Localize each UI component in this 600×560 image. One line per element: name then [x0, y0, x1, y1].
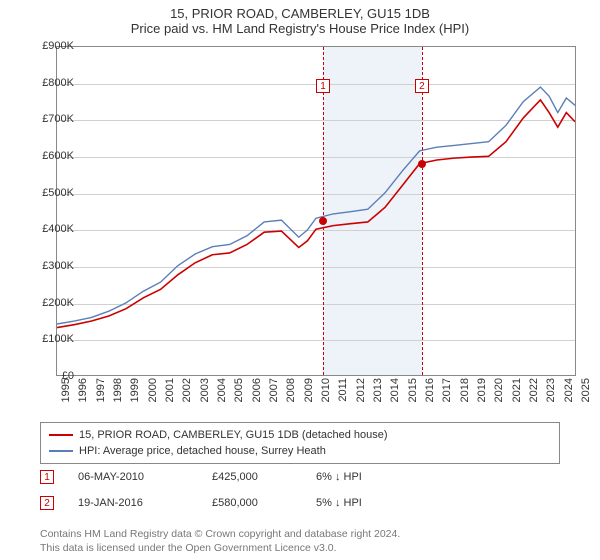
x-axis-label: 2001 [164, 378, 176, 418]
x-axis-label: 2003 [199, 378, 211, 418]
x-axis-label: 1995 [60, 378, 72, 418]
x-axis-label: 2024 [563, 378, 575, 418]
x-axis-label: 2009 [303, 378, 315, 418]
event-marker: 1 [316, 79, 330, 93]
chart-subtitle: Price paid vs. HM Land Registry's House … [0, 21, 600, 40]
x-axis-label: 2006 [251, 378, 263, 418]
x-axis-label: 2020 [493, 378, 505, 418]
x-axis-label: 2002 [181, 378, 193, 418]
sale-marker: 2 [40, 496, 54, 510]
x-axis-label: 2019 [476, 378, 488, 418]
chart-plot-area: 12 [56, 46, 576, 376]
x-axis-label: 2017 [441, 378, 453, 418]
x-axis-label: 2005 [233, 378, 245, 418]
x-axis-label: 2018 [459, 378, 471, 418]
sale-row: 2 19-JAN-2016 £580,000 5% ↓ HPI [40, 496, 560, 510]
y-axis-label: £500K [24, 187, 74, 199]
y-axis-label: £700K [24, 113, 74, 125]
footer-line: This data is licensed under the Open Gov… [40, 542, 400, 556]
x-axis-label: 1998 [112, 378, 124, 418]
x-axis-label: 2000 [147, 378, 159, 418]
y-axis-label: £800K [24, 77, 74, 89]
sale-date: 06-MAY-2010 [78, 471, 188, 483]
sale-row: 1 06-MAY-2010 £425,000 6% ↓ HPI [40, 470, 560, 484]
x-axis-label: 2015 [407, 378, 419, 418]
x-axis-label: 2013 [372, 378, 384, 418]
x-axis-label: 2021 [511, 378, 523, 418]
y-axis-label: £900K [24, 40, 74, 52]
sale-date: 19-JAN-2016 [78, 497, 188, 509]
x-axis-label: 2014 [389, 378, 401, 418]
x-axis-label: 2004 [216, 378, 228, 418]
sale-price: £580,000 [212, 497, 292, 509]
y-axis-label: £300K [24, 260, 74, 272]
x-axis-label: 2011 [337, 378, 349, 418]
x-axis-label: 2025 [580, 378, 592, 418]
y-axis-label: £600K [24, 150, 74, 162]
x-axis-label: 2008 [285, 378, 297, 418]
x-axis-label: 1999 [129, 378, 141, 418]
sale-price: £425,000 [212, 471, 292, 483]
sale-diff: 6% ↓ HPI [316, 471, 426, 483]
event-marker: 2 [415, 79, 429, 93]
legend-item: HPI: Average price, detached house, Surr… [49, 443, 551, 459]
x-axis-label: 2010 [320, 378, 332, 418]
x-axis-label: 1996 [77, 378, 89, 418]
footer-attribution: Contains HM Land Registry data © Crown c… [40, 528, 400, 555]
sale-diff: 5% ↓ HPI [316, 497, 426, 509]
legend-label: HPI: Average price, detached house, Surr… [79, 445, 326, 457]
x-axis-label: 2007 [268, 378, 280, 418]
legend: 15, PRIOR ROAD, CAMBERLEY, GU15 1DB (det… [40, 422, 560, 464]
legend-swatch [49, 450, 73, 452]
legend-swatch [49, 434, 73, 436]
x-axis-label: 2012 [355, 378, 367, 418]
x-axis-label: 2016 [424, 378, 436, 418]
y-axis-label: £200K [24, 297, 74, 309]
chart-title: 15, PRIOR ROAD, CAMBERLEY, GU15 1DB [0, 0, 600, 21]
x-axis-label: 1997 [95, 378, 107, 418]
y-axis-label: £400K [24, 223, 74, 235]
x-axis-label: 2023 [545, 378, 557, 418]
y-axis-label: £100K [24, 333, 74, 345]
sale-marker: 1 [40, 470, 54, 484]
legend-label: 15, PRIOR ROAD, CAMBERLEY, GU15 1DB (det… [79, 429, 388, 441]
legend-item: 15, PRIOR ROAD, CAMBERLEY, GU15 1DB (det… [49, 427, 551, 443]
x-axis-label: 2022 [528, 378, 540, 418]
footer-line: Contains HM Land Registry data © Crown c… [40, 528, 400, 542]
